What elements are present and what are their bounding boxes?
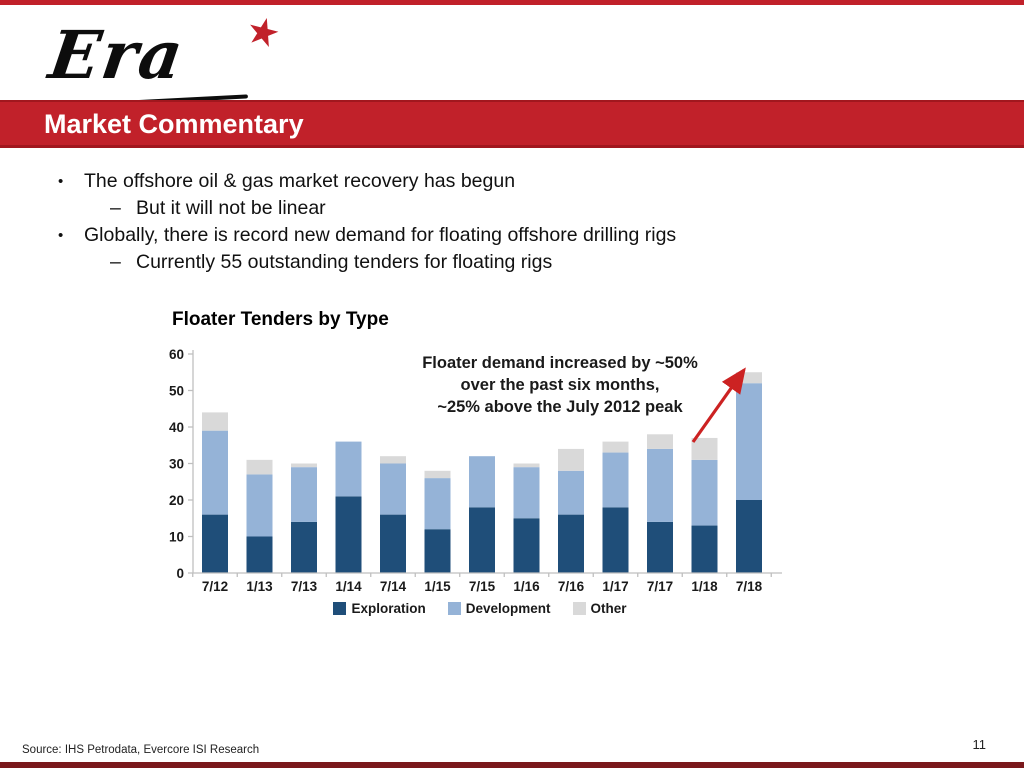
legend-item-other: Other — [572, 601, 627, 616]
page-number: 11 — [972, 737, 987, 752]
x-tick-label: 7/13 — [291, 579, 318, 594]
bottom-accent-bar — [0, 762, 1024, 768]
bullet-marker: • — [58, 227, 64, 244]
bar-segment-development — [291, 467, 317, 522]
header-banner: Market Commentary — [0, 100, 1024, 148]
legend-label: Other — [590, 601, 627, 616]
bar-segment-development — [736, 383, 762, 500]
bar-segment-other — [291, 463, 317, 468]
y-tick-label: 0 — [176, 566, 184, 581]
bar-segment-development — [513, 467, 540, 519]
bar-segment-exploration — [469, 507, 495, 573]
legend-swatch — [333, 602, 347, 615]
era-logo-star-icon: ★ — [241, 8, 285, 58]
bullet-text: But it will not be linear — [136, 197, 326, 219]
dash-marker: – — [110, 251, 121, 273]
bar-segment-other — [246, 459, 273, 475]
bar-segment-other — [647, 434, 673, 449]
dash-marker: – — [110, 197, 121, 219]
annotation-line: Floater demand increased by ~50% — [422, 354, 698, 372]
top-accent-line — [0, 0, 1024, 5]
bar-segment-development — [246, 474, 273, 537]
x-tick-label: 1/13 — [246, 579, 273, 594]
bar-segment-development — [691, 459, 718, 526]
y-tick-label: 20 — [169, 493, 184, 508]
bar-segment-exploration — [558, 514, 584, 573]
x-tick-label: 7/15 — [469, 579, 496, 594]
bar-segment-development — [424, 478, 451, 530]
bar-segment-exploration — [380, 514, 406, 573]
bar-segment-development — [335, 441, 362, 497]
x-tick-label: 1/15 — [424, 579, 451, 594]
bullet-list: • The offshore oil & gas market recovery… — [50, 168, 970, 276]
bullet-subitem: – But it will not be linear — [110, 195, 970, 222]
bar-segment-other — [691, 437, 718, 460]
era-logo-text: Era — [44, 16, 190, 94]
x-tick-label: 7/14 — [380, 579, 407, 594]
source-note: Source: IHS Petrodata, Evercore ISI Rese… — [22, 744, 260, 756]
bar-segment-development — [602, 452, 629, 508]
floater-tenders-chart: 7/12 1/13 7/13 1/14 7/14 1/15 7/15 1/16 7/16 1/17… — [169, 347, 782, 594]
x-tick-label: 1/17 — [602, 579, 628, 594]
bar-segment-other — [602, 441, 629, 453]
bullet-text: The offshore oil & gas market recovery h… — [84, 170, 516, 192]
bar-segment-exploration — [291, 521, 317, 573]
bar-segment-exploration — [335, 496, 362, 573]
y-tick-label: 10 — [169, 530, 184, 545]
x-tick-label: 7/18 — [736, 579, 763, 594]
bar-segment-exploration — [647, 521, 673, 573]
bar-segment-other — [558, 448, 584, 471]
chart-title: Floater Tenders by Type — [172, 309, 389, 330]
bullet-text: Currently 55 outstanding tenders for flo… — [136, 251, 553, 273]
bar-segment-development — [202, 430, 228, 515]
bar-segment-other — [736, 372, 762, 384]
bar-segment-exploration — [424, 529, 451, 573]
bar-segment-development — [558, 470, 584, 515]
x-tick-label: 7/17 — [647, 579, 673, 594]
legend-swatch — [447, 602, 461, 615]
bar-segment-exploration — [202, 514, 228, 573]
y-tick-label: 30 — [169, 457, 184, 472]
bar-segment-other — [424, 470, 451, 479]
x-tick-label: 7/12 — [202, 579, 228, 594]
x-tick-label: 1/18 — [691, 579, 718, 594]
bar-segment-exploration — [736, 500, 762, 573]
bullet-marker: • — [58, 173, 64, 190]
x-tick-label: 7/16 — [558, 579, 585, 594]
bullet-text: Globally, there is record new demand for… — [84, 224, 677, 246]
bar-segment-other — [513, 463, 540, 468]
bullet-item: • Globally, there is record new demand f… — [58, 222, 970, 249]
legend-label: Development — [465, 601, 551, 616]
bullet-item: • The offshore oil & gas market recovery… — [58, 168, 970, 195]
legend-label: Exploration — [351, 601, 426, 616]
y-tick-label: 60 — [169, 347, 184, 362]
y-tick-label: 40 — [169, 420, 184, 435]
legend-swatch — [572, 602, 586, 615]
annotation-line: ~25% above the July 2012 peak — [437, 398, 683, 416]
bar-segment-development — [380, 463, 406, 515]
y-tick-label: 50 — [169, 384, 184, 399]
chart-annotation: Floater demand increased by ~50% over th… — [340, 352, 780, 418]
bar-segment-exploration — [691, 525, 718, 573]
era-logo: Era ★ — [45, 9, 310, 106]
chart-legend: Exploration Development Other — [150, 601, 810, 616]
annotation-arrow — [691, 367, 746, 443]
bar-segment-development — [469, 456, 495, 508]
annotation-line: over the past six months, — [460, 376, 660, 394]
x-tick-label: 1/16 — [513, 579, 540, 594]
x-tick-label: 1/14 — [335, 579, 362, 594]
legend-item-development: Development — [447, 601, 551, 616]
bar-segment-exploration — [513, 518, 540, 573]
bar-segment-development — [647, 448, 673, 522]
legend-item-exploration: Exploration — [333, 601, 426, 616]
bar-segment-other — [380, 456, 406, 464]
bar-segment-exploration — [246, 536, 273, 573]
bullet-subitem: – Currently 55 outstanding tenders for f… — [110, 249, 970, 276]
bar-segment-other — [202, 412, 228, 431]
bar-segment-exploration — [602, 507, 629, 573]
page-title: Market Commentary — [44, 109, 304, 139]
